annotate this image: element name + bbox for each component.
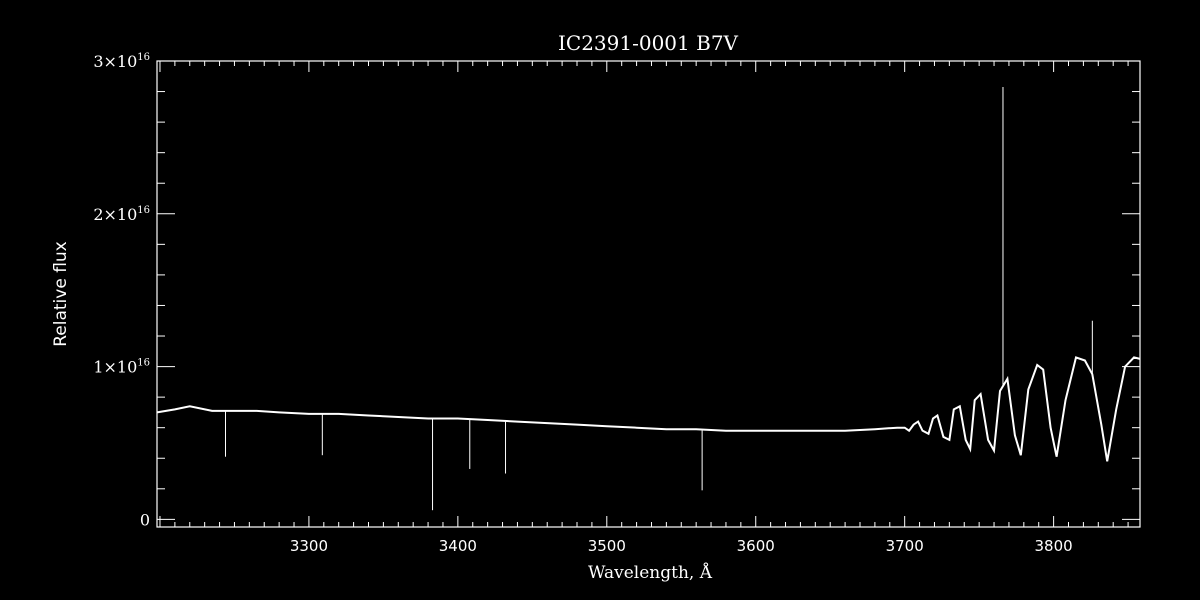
x-tick-label: 3500 <box>588 537 626 555</box>
y-tick-label: 1×1016 <box>93 358 150 377</box>
y-tick-label: 3×1016 <box>93 52 150 71</box>
y-axis-label: Relative flux <box>51 241 71 347</box>
y-tick-label: 2×1016 <box>93 205 150 224</box>
spectral-spikes <box>225 86 1093 511</box>
spectrum-series-line <box>156 356 1141 462</box>
x-tick-label: 3300 <box>290 537 328 555</box>
y-tick-label: 0 <box>140 510 150 529</box>
x-axis-label: Wavelength, Å <box>588 562 713 583</box>
plot-frame <box>156 60 1141 528</box>
x-tick-labels: 3300 3400 3500 3600 3700 3800 <box>290 537 1073 555</box>
axis-ticks <box>157 60 1140 527</box>
x-tick-label: 3800 <box>1035 537 1073 555</box>
chart-title: IC2391-0001 B7V <box>558 31 739 55</box>
x-tick-label: 3700 <box>886 537 924 555</box>
y-tick-labels: 0 1×1016 2×1016 3×1016 <box>93 52 150 529</box>
x-tick-label: 3600 <box>737 537 775 555</box>
x-tick-label: 3400 <box>439 537 477 555</box>
